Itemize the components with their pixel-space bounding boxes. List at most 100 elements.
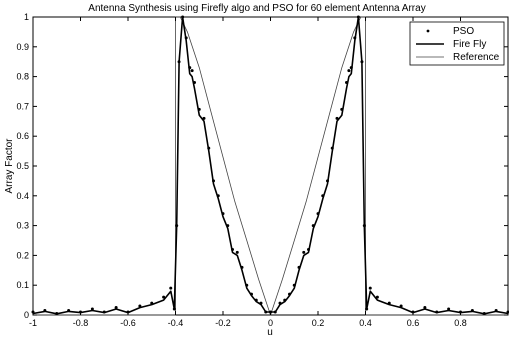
series-point-pso (177, 60, 181, 64)
series-point-pso (362, 224, 366, 228)
series-point-pso (138, 304, 142, 308)
x-tick-label: 0.2 (312, 318, 325, 328)
series-point-pso (447, 307, 451, 311)
series-point-pso (307, 247, 310, 251)
series-point-pso (102, 310, 106, 314)
x-tick-label: 0.4 (359, 318, 372, 328)
series-point-pso (90, 307, 94, 311)
series-point-pso (288, 292, 291, 296)
series-point-pso (231, 247, 234, 251)
y-tick-label: 0.1 (16, 280, 29, 290)
x-tick-label: -0.6 (120, 318, 136, 328)
series-point-pso (330, 146, 334, 150)
series-point-pso (197, 107, 201, 111)
series-point-pso (360, 60, 364, 64)
series-point-pso (67, 309, 71, 313)
series-point-pso (193, 81, 196, 85)
y-axis-label: Array Factor (4, 138, 15, 194)
legend-label-pso: PSO (453, 26, 474, 37)
x-tick-label: 0.8 (454, 318, 467, 328)
series-point-pso (43, 309, 47, 313)
series-point-pso (221, 212, 225, 216)
series-point-pso (356, 15, 360, 19)
plot-area (32, 16, 509, 316)
legend-label-reference: Reference (453, 52, 500, 63)
series-point-pso (423, 306, 427, 310)
series-point-pso (345, 81, 348, 85)
series-point-pso (55, 312, 59, 316)
series-point-pso (202, 116, 206, 120)
series-point-pso (326, 179, 329, 183)
series-point-pso (226, 224, 230, 228)
legend-label-firefly: Fire Fly (453, 39, 486, 50)
series-point-pso (340, 107, 344, 111)
series-point-pso (207, 146, 211, 150)
y-tick-label: 0.2 (16, 250, 29, 260)
series-point-pso (150, 301, 154, 305)
series-point-pso (216, 194, 220, 198)
series-point-pso (245, 283, 249, 287)
y-axis-ticks: 0 0.1 0.2 0.3 0.4 0.5 0.6 0.7 0.8 0.9 1 (16, 12, 508, 320)
series-point-pso (435, 310, 439, 314)
legend: PSO Fire Fly Reference (409, 21, 505, 66)
series-point-pso (184, 36, 188, 40)
series-point-pso (347, 69, 351, 73)
series-point-pso (375, 295, 379, 299)
y-tick-label: 0.4 (16, 191, 29, 201)
series-point-pso (162, 295, 166, 299)
series-point-pso (181, 15, 185, 19)
series-point-pso (264, 310, 268, 314)
series-point-pso (365, 307, 369, 311)
x-axis-label: u (267, 327, 273, 338)
series-point-pso (353, 36, 357, 40)
series-point-pso (273, 310, 277, 314)
y-tick-label: 0.8 (16, 72, 29, 82)
series-point-pso (188, 66, 192, 70)
legend-marker-pso (426, 29, 430, 33)
series-point-pso (349, 66, 353, 70)
series-point-pso (316, 212, 320, 216)
series-point-pso (240, 265, 244, 269)
y-tick-label: 0.3 (16, 221, 29, 231)
series-point-pso (482, 312, 486, 316)
series-point-pso (302, 250, 306, 254)
x-tick-label: -0.2 (215, 318, 231, 328)
series-point-pso (190, 69, 194, 73)
series-point-pso (114, 306, 118, 310)
x-tick-label: -0.8 (73, 318, 89, 328)
series-point-pso (259, 301, 263, 305)
x-axis-ticks: -1 -0.8 -0.6 -0.4 -0.2 0 0.2 0.4 0.6 0.8 (29, 17, 467, 328)
chart-title: Antenna Synthesis using Firefly algo and… (88, 3, 425, 14)
y-tick-label: 0.5 (16, 161, 29, 171)
series-point-pso (172, 307, 176, 311)
x-tick-label: 0 (268, 318, 273, 328)
x-tick-label: -0.4 (168, 318, 184, 328)
series-point-pso (278, 301, 282, 305)
series-point-pso (368, 286, 372, 290)
series-point-pso (212, 179, 215, 183)
x-tick-label: -1 (29, 318, 37, 328)
series-point-pso (235, 250, 239, 254)
x-tick-label: 0.6 (407, 318, 420, 328)
y-tick-label: 1 (24, 12, 29, 22)
y-tick-label: 0.7 (16, 101, 29, 111)
series-point-pso (175, 224, 179, 228)
series-point-pso (254, 298, 258, 302)
series-point-pso (311, 224, 315, 228)
series-point-pso (169, 286, 173, 290)
series-point-pso (387, 301, 391, 305)
series-point-pso (470, 309, 474, 313)
series-point-pso (297, 265, 301, 269)
series-point-pso (399, 304, 403, 308)
y-tick-label: 0 (24, 310, 29, 320)
y-tick-label: 0.9 (16, 42, 29, 52)
series-point-pso (292, 283, 296, 287)
series-point-pso (506, 310, 509, 314)
series-point-pso (321, 194, 325, 198)
series-point-pso (335, 116, 339, 120)
series-point-pso (494, 309, 498, 313)
series-point-pso (283, 298, 287, 302)
y-tick-label: 0.6 (16, 131, 29, 141)
series-point-pso (250, 292, 253, 296)
